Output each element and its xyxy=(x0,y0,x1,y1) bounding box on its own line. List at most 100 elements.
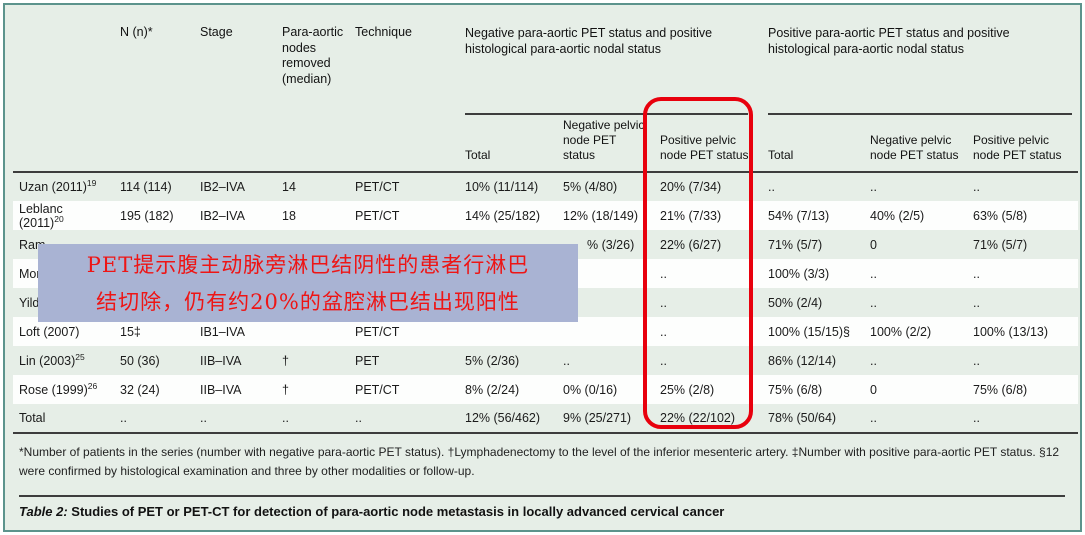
table-caption: Table 2: Studies of PET or PET-CT for de… xyxy=(19,504,1069,519)
table-row: Leblanc (2011)20 195 (182) IB2–IVA 18 PET/CT… xyxy=(13,201,1079,230)
subheader-g2-total: Total xyxy=(762,115,864,173)
data-cell: .. xyxy=(967,404,1079,434)
data-cell: 100% (2/2) xyxy=(870,324,932,339)
data-cell: .. xyxy=(768,180,775,194)
study-cell: Mor xyxy=(19,266,41,281)
annotation-line1: PET提示腹主动脉旁淋巴结阴性的患者行淋巴 xyxy=(86,253,530,277)
data-cell: 40% (2/5) xyxy=(870,208,925,223)
data-cell: PET xyxy=(355,353,380,368)
data-cell: 100% (13/13) xyxy=(973,324,1049,339)
data-cell: .. xyxy=(660,295,667,310)
data-cell: PET/CT xyxy=(355,382,400,397)
data-cell: 9% (25/271) xyxy=(557,404,654,434)
data-cell: 0 xyxy=(870,237,877,252)
data-cell: .. xyxy=(973,180,980,194)
data-cell: 5% (4/80) xyxy=(563,180,618,194)
data-cell: 86% (12/14) xyxy=(768,353,837,368)
data-cell: 0% (0/16) xyxy=(563,382,618,397)
data-cell: PET/CT xyxy=(355,324,400,339)
data-cell: IIB–IVA xyxy=(200,382,242,397)
header-stage: Stage xyxy=(194,11,276,173)
data-cell: .. xyxy=(870,353,877,368)
data-cell: 195 (182) xyxy=(120,208,174,223)
data-cell: 21% (7/33) xyxy=(660,208,722,223)
table-row: Uzan (2011)19 114 (114) IB2–IVA 14 PET/CT 10%… xyxy=(13,172,1078,201)
table-row: Rose (1999)26 32 (24) IIB–IVA † PET/CT 8% (2/… xyxy=(13,375,1079,404)
data-cell: 15‡ xyxy=(120,324,141,339)
data-cell: .. xyxy=(870,180,877,194)
data-cell: 14 xyxy=(282,180,296,194)
caption-divider xyxy=(19,495,1065,497)
annotation-line2: 结切除，仍有约20%的盆腔淋巴结出现阳性 xyxy=(96,290,520,314)
table-row: Ram% (3/26) 22% (6/27) 71% (5/7) 0 71% (5/7) xyxy=(13,230,1078,259)
data-cell: 18 xyxy=(282,208,296,223)
data-cell: IB2–IVA xyxy=(200,180,245,194)
data-cell: 75% (6/8) xyxy=(768,382,823,397)
data-cell: .. xyxy=(563,353,570,368)
data-cell: .. xyxy=(864,404,967,434)
data-cell: 50 (36) xyxy=(120,353,160,368)
data-cell: 71% (5/7) xyxy=(768,237,823,252)
study-cell: Yild xyxy=(19,295,40,310)
data-cell: .. xyxy=(973,295,980,310)
data-cell: † xyxy=(282,382,289,397)
study-cell: Loft (2007) xyxy=(19,324,80,339)
data-cell: 100% (15/15)§ xyxy=(768,324,851,339)
data-cell: .. xyxy=(276,404,349,434)
subheader-g2-negative-pelvic: Negative pelvic node PET status xyxy=(864,115,967,173)
data-cell: IB2–IVA xyxy=(200,208,245,223)
data-cell: 0 xyxy=(870,382,877,397)
data-cell: .. xyxy=(973,353,980,368)
data-cell: PET/CT xyxy=(355,208,400,223)
study-cell: Uzan (2011)19 xyxy=(19,177,97,194)
data-cell: 75% (6/8) xyxy=(973,382,1028,397)
data-cell: .. xyxy=(973,266,980,281)
data-cell: 12% (18/149) xyxy=(563,208,639,223)
group-header-positive-pa: Positive para-aortic PET status and posi… xyxy=(762,11,1078,115)
data-cell: 32 (24) xyxy=(120,382,160,397)
study-cell: Leblanc (2011)20 xyxy=(19,201,64,230)
group2-title: Positive para-aortic PET status and posi… xyxy=(768,11,1073,115)
table-row: Lin (2003)25 50 (36) IIB–IVA † PET 5% (2/36).… xyxy=(13,346,1078,375)
data-cell: IIB–IVA xyxy=(200,353,242,368)
annotation-overlay: PET提示腹主动脉旁淋巴结阴性的患者行淋巴 结切除，仍有约20%的盆腔淋巴结出现… xyxy=(38,244,578,322)
caption-label: Table 2: xyxy=(19,504,68,519)
group1-title: Negative para-aortic PET status and posi… xyxy=(465,11,748,115)
caption-text: Studies of PET or PET-CT for detection o… xyxy=(67,504,725,519)
study-cell: Rose (1999)26 xyxy=(19,380,98,397)
group-header-negative-pa: Negative para-aortic PET status and posi… xyxy=(459,11,762,115)
data-cell: .. xyxy=(349,404,459,434)
data-cell: .. xyxy=(660,266,667,281)
data-cell: .. xyxy=(114,404,194,434)
data-cell: 100% (3/3) xyxy=(768,266,830,281)
data-cell: PET/CT xyxy=(355,180,400,194)
subheader-g1-positive-pelvic: Positive pelvic node PET status xyxy=(654,115,762,173)
data-cell: .. xyxy=(194,404,276,434)
data-cell: 114 (114) xyxy=(120,180,172,194)
header-para-aortic-nodes: Para-aortic nodes removed (median) xyxy=(276,11,349,173)
red-highlight-box xyxy=(643,97,753,429)
subheader-g2-positive-pelvic: Positive pelvic node PET status xyxy=(967,115,1079,173)
data-cell: 50% (2/4) xyxy=(768,295,823,310)
data-cell: 5% (2/36) xyxy=(465,353,520,368)
data-cell: 78% (50/64) xyxy=(762,404,864,434)
data-cell: 22% (6/27) xyxy=(660,237,722,252)
data-cell: 25% (2/8) xyxy=(660,382,715,397)
data-cell: 12% (56/462) xyxy=(459,404,557,434)
data-cell: 20% (7/34) xyxy=(660,180,722,194)
data-cell: 63% (5/8) xyxy=(973,208,1028,223)
data-cell: † xyxy=(282,353,289,368)
data-cell: 54% (7/13) xyxy=(768,208,830,223)
data-cell: 10% (11/114) xyxy=(465,180,539,194)
data-cell: .. xyxy=(660,324,667,339)
header-study xyxy=(13,11,114,173)
subheader-g1-total: Total xyxy=(459,115,557,173)
pet-studies-table: N (n)* Stage Para-aortic nodes removed (… xyxy=(13,11,1079,434)
data-cell: .. xyxy=(870,295,877,310)
study-cell: Total xyxy=(13,404,114,434)
header-n: N (n)* xyxy=(114,11,194,173)
table-row: Yild.. 50% (2/4).... xyxy=(13,288,1078,317)
study-cell: Lin (2003)25 xyxy=(19,351,85,368)
data-cell: .. xyxy=(870,266,877,281)
table-header: N (n)* Stage Para-aortic nodes removed (… xyxy=(13,11,1079,173)
